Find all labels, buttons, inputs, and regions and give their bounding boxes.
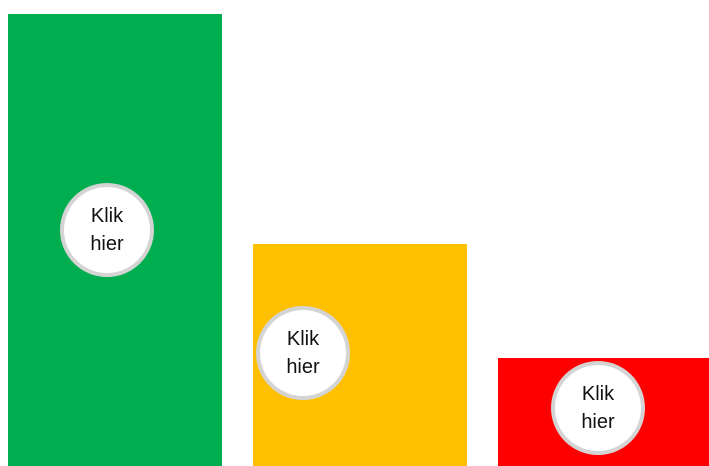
yellow-click-button[interactable]: Klik hier [256,306,350,400]
green-click-label: Klik hier [90,205,124,255]
yellow-click-label: Klik hier [286,328,320,378]
red-click-label: Klik hier [581,383,615,433]
red-click-button[interactable]: Klik hier [551,361,645,455]
green-click-button[interactable]: Klik hier [60,183,154,277]
